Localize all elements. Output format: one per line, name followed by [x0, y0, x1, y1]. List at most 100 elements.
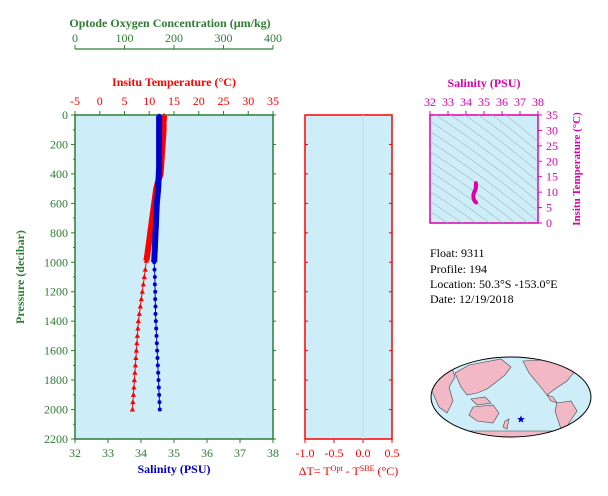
info-float: Float: 9311 [430, 246, 485, 260]
ts-temp-axis-label: Insitu Temperature (°C) [571, 112, 583, 226]
salinity-point [156, 179, 161, 184]
temperature-tick-label: 20 [193, 94, 205, 108]
salinity-point [154, 216, 159, 221]
pressure-tick-label: 1600 [44, 344, 68, 358]
salinity-point [155, 194, 160, 198]
temperature-point [133, 347, 139, 353]
ts-temp-tick-label: 5 [546, 201, 552, 215]
pressure-tick-label: 1800 [44, 373, 68, 387]
info-profile: Profile: 194 [430, 262, 487, 276]
salinity-point [156, 378, 161, 383]
map-greenland [568, 357, 582, 368]
salinity-point [157, 392, 162, 397]
salinity-tick-label: 33 [102, 446, 114, 460]
temperature-point [138, 296, 144, 302]
temperature-tick-label: 5 [122, 94, 128, 108]
pressure-tick-label: 200 [50, 137, 68, 151]
salinity-point [153, 304, 158, 309]
salinity-point [152, 260, 157, 265]
main-plot-area [74, 114, 274, 440]
isopycnal-line [478, 115, 538, 162]
ts-temp-tick-label: 15 [546, 170, 558, 184]
salinity-point [154, 341, 159, 346]
temperature-point [139, 288, 145, 294]
temperature-axis-label: Insitu Temperature (°C) [112, 75, 236, 89]
salinity-axis-label: Salinity (PSU) [137, 462, 210, 476]
delta-t-label-part: SBE [360, 464, 375, 473]
temperature-point [141, 274, 147, 279]
salinity-point [157, 135, 162, 140]
delta-t-tick-label: -1.0 [296, 446, 315, 460]
ts-isopycnals [430, 115, 538, 223]
temperature-point [142, 266, 148, 272]
ts-salinity-axis-label: Salinity (PSU) [447, 76, 520, 90]
salinity-point [156, 186, 161, 191]
temperature-point [144, 251, 150, 257]
salinity-point [153, 319, 158, 324]
ts-point [474, 181, 478, 185]
map-antarctica [431, 430, 591, 437]
temperature-point [135, 318, 141, 324]
isopycnal-line [430, 170, 504, 223]
pressure-tick-label: 0 [62, 108, 68, 122]
salinity-point [155, 363, 160, 368]
temperature-point [131, 377, 137, 383]
temperature-point [147, 229, 153, 235]
salinity-tick-label: 35 [168, 446, 180, 460]
salinity-point [157, 127, 162, 132]
ts-salinity-tick-label: 33 [442, 95, 454, 109]
salinity-point [152, 245, 157, 250]
ts-salinity-tick-label: 32 [424, 95, 436, 109]
temperature-tick-label: 0 [97, 94, 103, 108]
pressure-axis-label: Pressure (decibar) [13, 230, 27, 324]
temperature-tick-label: 35 [267, 94, 279, 108]
temperature-tick-label: 25 [218, 94, 230, 108]
ts-temp-tick-label: 20 [546, 154, 558, 168]
pressure-tick-label: 600 [50, 196, 68, 210]
map-outline [430, 356, 592, 438]
temperature-tick-label: 30 [242, 94, 254, 108]
map-asia [454, 358, 512, 396]
ts-salinity-tick-label: 36 [496, 95, 508, 109]
ts-temp-tick-label: 0 [546, 216, 552, 230]
salinity-tick-label: 38 [267, 446, 279, 460]
isopycnal-line [435, 115, 538, 192]
salinity-point [157, 400, 162, 405]
salinity-point [154, 201, 159, 206]
temperature-point [161, 126, 167, 132]
pressure-tick-label: 2000 [44, 403, 68, 417]
oxygen-tick-label: 200 [165, 31, 183, 45]
isopycnal-line [430, 180, 491, 223]
pressure-tick-label: 1400 [44, 314, 68, 328]
temperature-point [131, 384, 137, 390]
map-new-zealand [502, 418, 510, 430]
ts-salinity-tick-label: 37 [514, 95, 526, 109]
temperature-point [136, 310, 142, 316]
delta-t-label-part: ΔT= T [299, 464, 332, 478]
salinity-point [153, 289, 158, 294]
info-location: Location: 50.3°S -153.0°E [430, 277, 558, 291]
pressure-tick-label: 1200 [44, 285, 68, 299]
isopycnal-line [430, 130, 538, 212]
temperature-point [140, 281, 146, 287]
ts-temp-tick-label: 30 [546, 123, 558, 137]
pressure-tick-label: 400 [50, 167, 68, 181]
temperature-point [146, 237, 152, 243]
salinity-point [153, 230, 158, 235]
delta-t-tick-label: 0.0 [356, 446, 371, 460]
pressure-tick-label: 800 [50, 226, 68, 240]
temperature-point [130, 391, 137, 397]
ts-salinity-tick-label: 38 [532, 95, 544, 109]
salinity-point [157, 157, 162, 162]
temperature-point [161, 119, 167, 125]
temperature-point [143, 257, 149, 263]
oxygen-tick-label: 300 [215, 31, 233, 45]
salinity-point [154, 333, 159, 338]
salinity-point [153, 311, 158, 316]
float-location-marker [517, 415, 525, 423]
pressure-tick-label: 2200 [44, 432, 68, 446]
salinity-point [154, 326, 159, 331]
salinity-point [152, 267, 157, 272]
delta-t-label-part: (°C) [374, 464, 398, 478]
